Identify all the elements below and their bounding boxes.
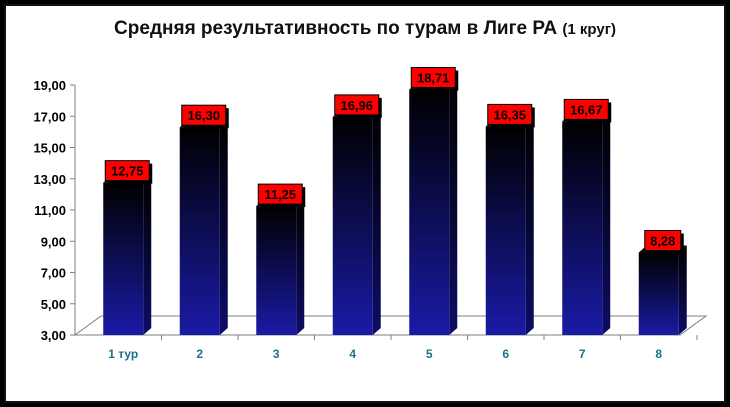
data-labels: 12,75 16,30 11,25 16,96 18,71 16,35 16,67 8,28	[104, 67, 684, 254]
x-tick-label: 5	[426, 347, 433, 361]
x-tick-label: 7	[579, 347, 586, 361]
bar-front	[179, 127, 220, 335]
data-label-box	[104, 160, 150, 182]
bar	[485, 119, 534, 335]
bar-series	[103, 82, 687, 335]
y-tick-label: 7,00	[41, 266, 66, 281]
data-label-box	[334, 94, 380, 116]
bar-side	[296, 199, 305, 335]
bar-side	[678, 245, 687, 335]
chart-floor	[73, 315, 708, 336]
bar-side	[602, 114, 611, 335]
bar-front	[256, 206, 297, 335]
data-label: 16,96	[340, 98, 373, 113]
data-label: 16,30	[187, 108, 220, 123]
data-label-box	[181, 104, 227, 126]
x-tick-label: 2	[196, 347, 203, 361]
bar	[562, 114, 611, 335]
y-tick-label: 17,00	[33, 109, 66, 124]
x-tick-label: 8	[655, 347, 662, 361]
x-tick-label: 6	[502, 347, 509, 361]
data-label-box	[563, 98, 609, 120]
y-tick-label: 11,00	[34, 203, 66, 218]
y-tick-label: 13,00	[33, 172, 66, 187]
bar	[638, 245, 687, 335]
x-tick-label: 4	[349, 347, 356, 361]
data-label: 16,35	[493, 107, 526, 122]
x-tick-label: 1 тур	[108, 347, 138, 361]
chart-title: Средняя результативность по турам в Лиге…	[114, 18, 558, 39]
data-label-box	[257, 183, 303, 205]
bar-front	[332, 116, 373, 335]
bar-front	[409, 89, 450, 335]
data-label-box	[410, 67, 456, 89]
bar-side	[449, 82, 458, 335]
y-tick-label: 15,00	[33, 141, 66, 156]
bar	[179, 120, 228, 335]
y-tick-label: 19,00	[33, 78, 66, 93]
bar-side	[219, 120, 228, 335]
data-label: 18,71	[417, 71, 450, 86]
bar-side	[143, 175, 152, 335]
bar-side	[372, 109, 381, 335]
chart-axes: 3,00 5,00 7,00 9,00 11,00 13,00 15,00 17,00 19,0…	[33, 78, 708, 361]
bar	[256, 199, 305, 335]
data-label-box	[644, 230, 682, 251]
bar-side	[525, 119, 534, 335]
y-tick-label: 3,00	[41, 328, 66, 343]
data-label: 12,75	[111, 164, 144, 179]
bar-front	[562, 121, 603, 335]
chart-title-block: Средняя результативность по турам в Лиге…	[6, 18, 724, 40]
bar-front	[103, 182, 144, 335]
bar	[103, 175, 152, 335]
y-tick-label: 9,00	[41, 234, 66, 249]
bar	[332, 109, 381, 335]
data-label: 8,28	[650, 234, 675, 249]
bar-front	[638, 252, 679, 335]
bar-front	[485, 126, 526, 335]
bar	[409, 82, 458, 335]
chart-subtitle: (1 круг)	[562, 21, 616, 38]
y-tick-label: 5,00	[41, 297, 66, 312]
x-tick-label: 3	[273, 347, 280, 361]
data-label: 11,25	[264, 187, 296, 202]
data-label: 16,67	[570, 102, 603, 117]
data-label-box	[487, 103, 533, 125]
